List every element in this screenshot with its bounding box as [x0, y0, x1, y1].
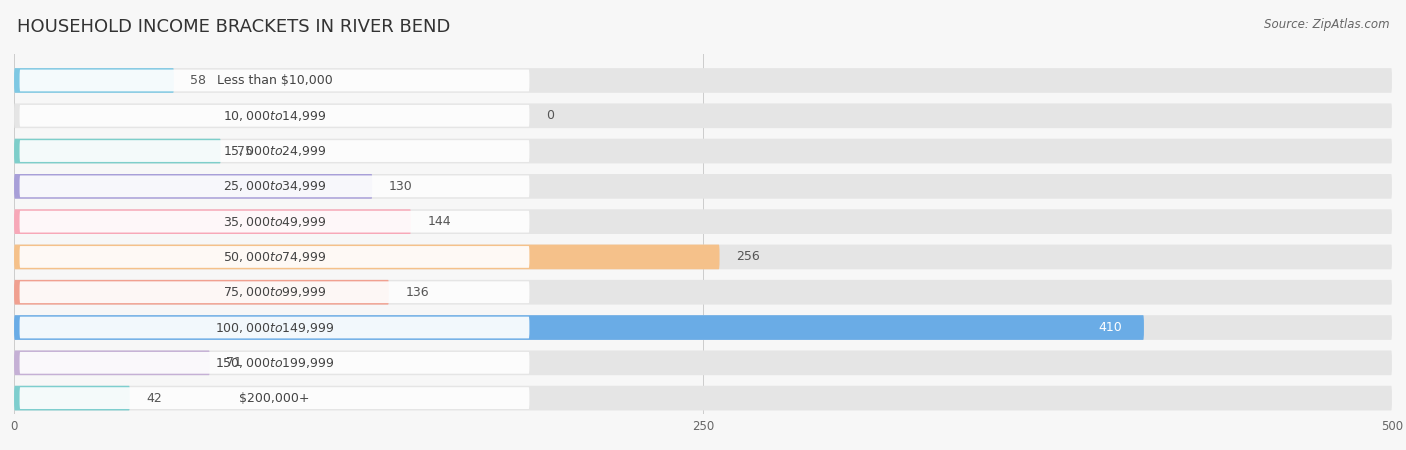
Text: 410: 410: [1098, 321, 1122, 334]
Text: 42: 42: [146, 392, 162, 405]
FancyBboxPatch shape: [20, 281, 530, 303]
FancyBboxPatch shape: [14, 351, 209, 375]
FancyBboxPatch shape: [14, 245, 1392, 269]
FancyBboxPatch shape: [14, 315, 1144, 340]
FancyBboxPatch shape: [20, 211, 530, 233]
Text: Source: ZipAtlas.com: Source: ZipAtlas.com: [1264, 18, 1389, 31]
FancyBboxPatch shape: [20, 140, 530, 162]
FancyBboxPatch shape: [20, 176, 530, 197]
FancyBboxPatch shape: [14, 104, 1392, 128]
Text: $35,000 to $49,999: $35,000 to $49,999: [222, 215, 326, 229]
FancyBboxPatch shape: [20, 105, 530, 126]
FancyBboxPatch shape: [14, 209, 411, 234]
Text: 71: 71: [226, 356, 242, 369]
FancyBboxPatch shape: [20, 70, 530, 91]
Text: Less than $10,000: Less than $10,000: [217, 74, 332, 87]
FancyBboxPatch shape: [14, 209, 1392, 234]
FancyBboxPatch shape: [14, 386, 1392, 410]
Text: 130: 130: [389, 180, 412, 193]
FancyBboxPatch shape: [14, 280, 389, 305]
FancyBboxPatch shape: [20, 246, 530, 268]
Text: $25,000 to $34,999: $25,000 to $34,999: [222, 180, 326, 194]
Text: 144: 144: [427, 215, 451, 228]
Text: 0: 0: [546, 109, 554, 122]
Text: $75,000 to $99,999: $75,000 to $99,999: [222, 285, 326, 299]
FancyBboxPatch shape: [14, 351, 1392, 375]
FancyBboxPatch shape: [20, 352, 530, 374]
FancyBboxPatch shape: [14, 139, 221, 163]
Text: 256: 256: [737, 251, 759, 263]
FancyBboxPatch shape: [14, 280, 1392, 305]
Text: $100,000 to $149,999: $100,000 to $149,999: [215, 320, 335, 334]
Text: $10,000 to $14,999: $10,000 to $14,999: [222, 109, 326, 123]
Text: $150,000 to $199,999: $150,000 to $199,999: [215, 356, 335, 370]
FancyBboxPatch shape: [14, 68, 174, 93]
Text: 58: 58: [190, 74, 207, 87]
Text: HOUSEHOLD INCOME BRACKETS IN RIVER BEND: HOUSEHOLD INCOME BRACKETS IN RIVER BEND: [17, 18, 450, 36]
FancyBboxPatch shape: [20, 387, 530, 409]
Text: 136: 136: [405, 286, 429, 299]
FancyBboxPatch shape: [14, 68, 1392, 93]
Text: $15,000 to $24,999: $15,000 to $24,999: [222, 144, 326, 158]
Text: $200,000+: $200,000+: [239, 392, 309, 405]
Text: 75: 75: [238, 144, 253, 158]
Text: $50,000 to $74,999: $50,000 to $74,999: [222, 250, 326, 264]
FancyBboxPatch shape: [20, 317, 530, 338]
FancyBboxPatch shape: [14, 245, 720, 269]
FancyBboxPatch shape: [14, 139, 1392, 163]
FancyBboxPatch shape: [14, 174, 1392, 199]
FancyBboxPatch shape: [14, 174, 373, 199]
FancyBboxPatch shape: [14, 386, 129, 410]
FancyBboxPatch shape: [14, 315, 1392, 340]
